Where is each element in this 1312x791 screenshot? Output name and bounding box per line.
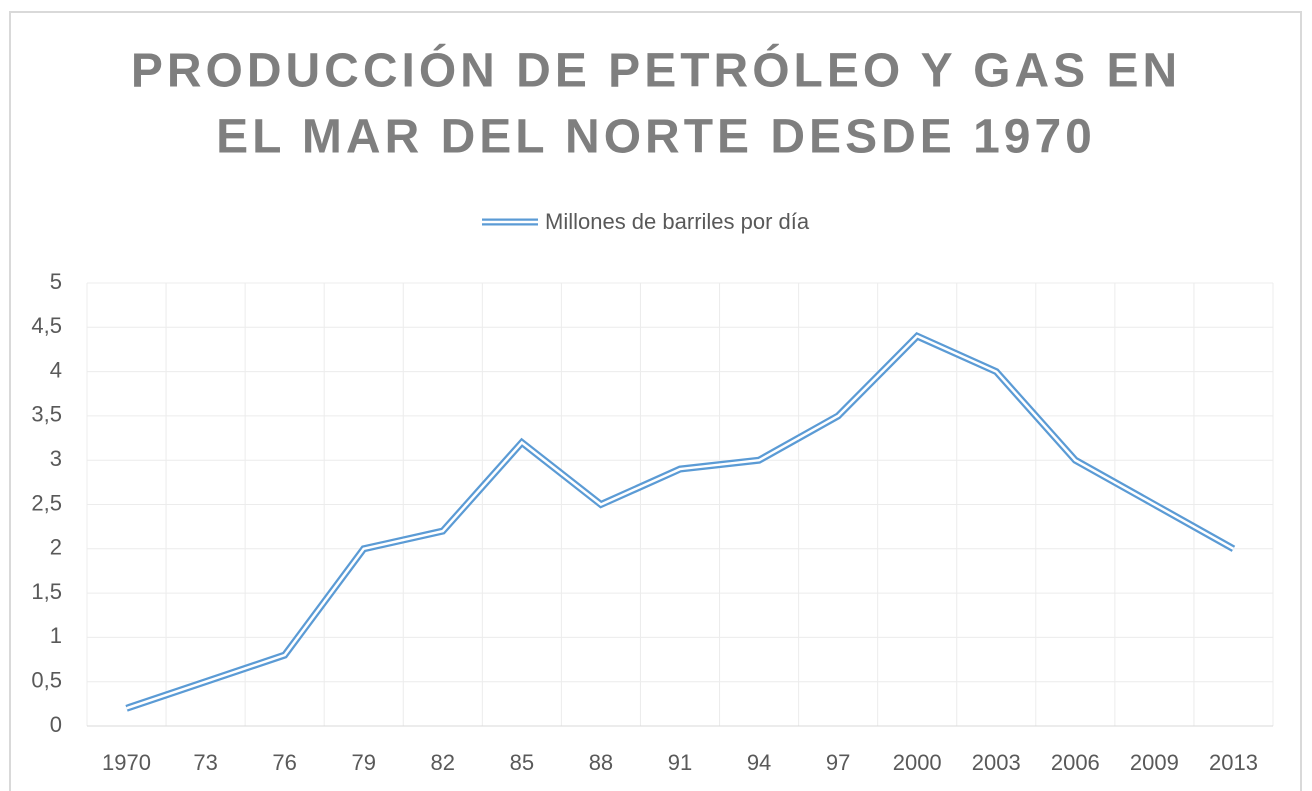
x-tick-label: 2013 [1209, 750, 1258, 775]
chart-border [9, 11, 1302, 791]
chart-title: PRODUCCIÓN DE PETRÓLEO Y GAS EN [131, 43, 1181, 98]
y-tick-label: 3,5 [31, 402, 62, 427]
x-tick-label: 2006 [1051, 750, 1100, 775]
x-tick-label: 1970 [102, 750, 151, 775]
x-tick-label: 88 [589, 750, 613, 775]
y-tick-label: 2 [50, 535, 62, 560]
x-tick-label: 94 [747, 750, 771, 775]
x-tick-label: 91 [668, 750, 692, 775]
y-tick-label: 2,5 [31, 490, 62, 515]
chart-title: EL MAR DEL NORTE DESDE 1970 [216, 111, 1096, 164]
x-tick-label: 2003 [972, 750, 1021, 775]
x-tick-label: 82 [431, 750, 455, 775]
x-tick-label: 2009 [1130, 750, 1179, 775]
y-tick-label: 0 [50, 712, 62, 737]
y-tick-label: 1 [50, 623, 62, 648]
y-tick-label: 4,5 [31, 313, 62, 338]
y-tick-label: 4 [50, 357, 62, 382]
x-tick-label: 73 [193, 750, 217, 775]
y-tick-label: 5 [50, 269, 62, 294]
y-tick-label: 3 [50, 446, 62, 471]
x-tick-label: 2000 [893, 750, 942, 775]
x-tick-label: 79 [351, 750, 375, 775]
y-tick-label: 1,5 [31, 579, 62, 604]
x-tick-label: 97 [826, 750, 850, 775]
data-line-inner [126, 334, 1235, 710]
legend-label: Millones de barriles por día [545, 209, 810, 234]
y-tick-label: 0,5 [31, 668, 62, 693]
x-tick-label: 85 [510, 750, 534, 775]
x-tick-label: 76 [272, 750, 296, 775]
